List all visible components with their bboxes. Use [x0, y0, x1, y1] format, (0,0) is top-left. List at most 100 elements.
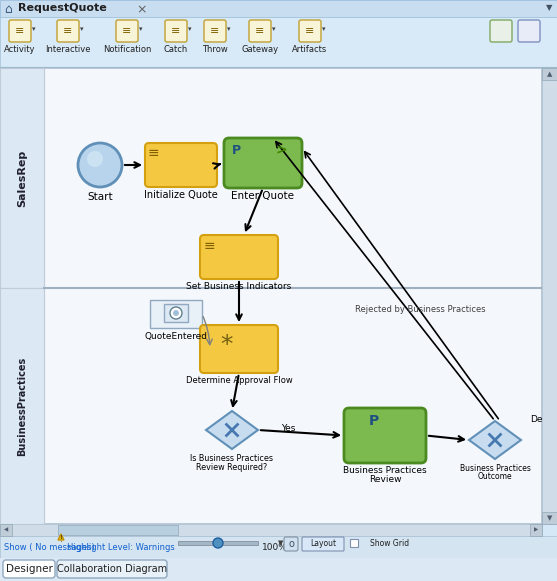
Circle shape [170, 307, 182, 319]
Text: Rejected by Business Practices: Rejected by Business Practices [355, 305, 486, 314]
Bar [44, 68, 542, 524]
FancyBboxPatch shape [200, 235, 278, 279]
FancyBboxPatch shape [284, 537, 298, 551]
Text: ▾: ▾ [227, 26, 231, 32]
Text: Yes: Yes [281, 424, 295, 433]
Text: ▾: ▾ [322, 26, 325, 32]
Text: Gateway: Gateway [241, 45, 278, 54]
FancyBboxPatch shape [224, 138, 302, 188]
Text: ≡: ≡ [255, 26, 265, 36]
Bar [542, 512, 557, 524]
Bar [0, 68, 44, 288]
Text: ▼: ▼ [278, 540, 284, 547]
Text: Deal: Deal [530, 415, 551, 424]
Text: ≡: ≡ [211, 26, 219, 36]
Bar [0, 68, 44, 524]
Text: Is Business Practices: Is Business Practices [190, 454, 273, 463]
Text: Business Practices: Business Practices [343, 466, 427, 475]
Bar [0, 536, 557, 558]
Text: ▼: ▼ [546, 3, 553, 12]
FancyBboxPatch shape [344, 408, 426, 463]
Text: Artifacts: Artifacts [292, 45, 328, 54]
Text: Review Required?: Review Required? [197, 463, 267, 472]
Text: Show Grid: Show Grid [370, 540, 409, 548]
Polygon shape [58, 534, 64, 540]
Text: ≡: ≡ [305, 26, 315, 36]
Bar [0, 17, 557, 67]
Bar [0, 0, 557, 17]
Text: >: > [276, 143, 287, 157]
Polygon shape [206, 411, 258, 449]
Bar [542, 68, 557, 80]
FancyBboxPatch shape [490, 20, 512, 42]
FancyBboxPatch shape [57, 560, 167, 578]
Text: QuoteEntered: QuoteEntered [144, 332, 208, 341]
Bar [0, 288, 44, 524]
Bar [0, 68, 542, 524]
FancyBboxPatch shape [9, 20, 31, 42]
Circle shape [173, 310, 179, 316]
Text: ▶: ▶ [534, 528, 538, 533]
Text: Determine Approval Flow: Determine Approval Flow [185, 376, 292, 385]
Text: Set Business Indicators: Set Business Indicators [187, 282, 292, 291]
Text: Interactive: Interactive [45, 45, 91, 54]
FancyBboxPatch shape [3, 560, 55, 578]
Text: ▾: ▾ [272, 26, 276, 32]
Bar [178, 541, 258, 545]
Bar [0, 524, 542, 536]
Text: SalesRep: SalesRep [17, 149, 27, 207]
Text: ×: × [136, 3, 146, 16]
Text: Outcome: Outcome [478, 472, 512, 481]
FancyBboxPatch shape [518, 20, 540, 42]
Text: Show ( No messages): Show ( No messages) [4, 543, 95, 551]
FancyBboxPatch shape [116, 20, 138, 42]
Text: ▾: ▾ [80, 26, 84, 32]
Text: ≡: ≡ [123, 26, 131, 36]
Text: ≡: ≡ [204, 239, 216, 253]
Text: Catch: Catch [164, 45, 188, 54]
FancyBboxPatch shape [200, 325, 278, 373]
FancyBboxPatch shape [57, 20, 79, 42]
FancyBboxPatch shape [302, 537, 344, 551]
Text: BusinessPractices: BusinessPractices [17, 356, 27, 456]
Bar [542, 68, 557, 524]
Text: Notification: Notification [103, 45, 151, 54]
FancyBboxPatch shape [165, 20, 187, 42]
Text: ▾: ▾ [188, 26, 192, 32]
Text: Start: Start [87, 192, 113, 202]
Text: Designer: Designer [6, 564, 52, 574]
Text: ▼: ▼ [547, 515, 552, 521]
Text: ▲: ▲ [547, 71, 552, 77]
Circle shape [213, 538, 223, 548]
Bar [58, 525, 178, 535]
Text: ⌂: ⌂ [4, 3, 12, 16]
Circle shape [78, 143, 122, 187]
Text: ◀: ◀ [4, 528, 8, 533]
FancyBboxPatch shape [249, 20, 271, 42]
FancyBboxPatch shape [145, 143, 217, 187]
Bar [530, 524, 542, 536]
Text: ≡: ≡ [63, 26, 72, 36]
Bar [150, 300, 202, 328]
FancyBboxPatch shape [299, 20, 321, 42]
Text: Collaboration Diagram: Collaboration Diagram [57, 564, 167, 574]
Text: Throw: Throw [202, 45, 228, 54]
Text: ▾: ▾ [32, 26, 36, 32]
Text: Highlight Level: Warnings: Highlight Level: Warnings [67, 543, 175, 551]
Polygon shape [469, 421, 521, 459]
Text: ≡: ≡ [148, 146, 160, 160]
Text: RequestQuote: RequestQuote [18, 3, 107, 13]
Text: Initialize Quote: Initialize Quote [144, 190, 218, 200]
Text: ≡: ≡ [15, 26, 25, 36]
Text: Business Practices: Business Practices [460, 464, 530, 473]
Text: Enter Quote: Enter Quote [232, 191, 295, 201]
FancyBboxPatch shape [204, 20, 226, 42]
Text: Layout: Layout [310, 540, 336, 548]
Text: 100%: 100% [262, 543, 288, 551]
Text: o: o [288, 539, 294, 549]
Bar [350, 539, 358, 547]
Bar [0, 524, 12, 536]
Text: P: P [232, 144, 241, 157]
Text: ▾: ▾ [139, 26, 143, 32]
Text: ≡: ≡ [172, 26, 180, 36]
